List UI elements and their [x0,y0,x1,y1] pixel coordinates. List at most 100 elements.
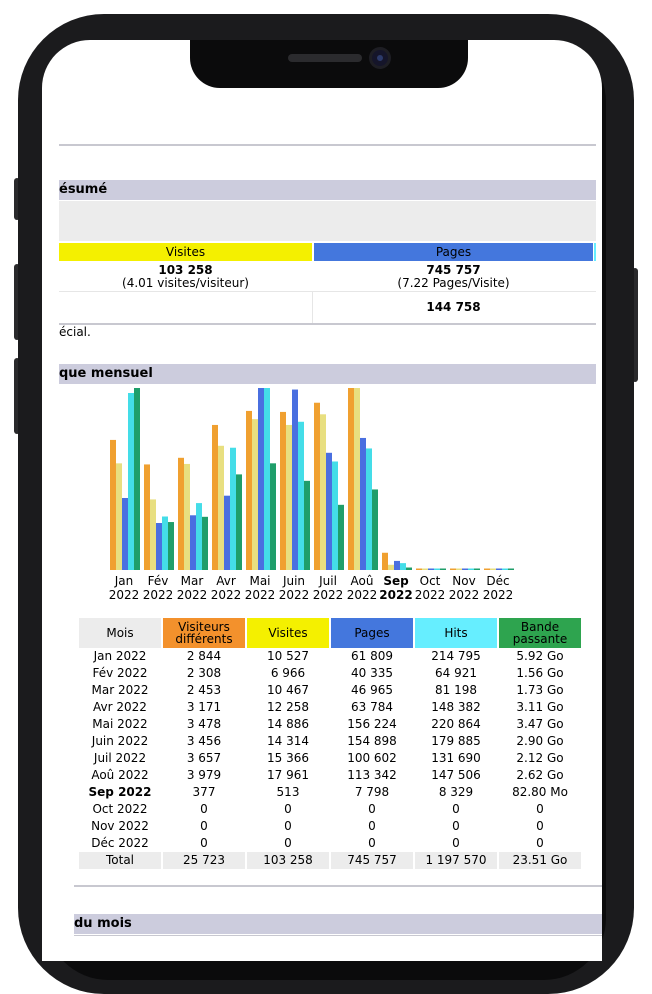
tick-label-year: 2022 [313,588,344,602]
bar-pages-fév [156,523,162,570]
summary-second-value: 144 758 [426,300,481,314]
bar-pages-sep [394,560,400,570]
row-visitors: 0 [200,819,208,833]
row-visits: 0 [284,836,292,850]
tick-label-month: Sep [383,574,409,588]
bar-visiteurs-différents-mar [178,457,184,570]
row-hits: 64 921 [435,666,477,680]
row-month: Déc 2022 [91,836,149,850]
row-pages: 61 809 [351,649,393,663]
row-hits: 179 885 [431,734,481,748]
bar-hits-aoû [366,448,372,570]
bar-visites-nov [456,568,462,570]
table-row: Aoû 2022 3 979 17 961 113 342 147 506 2.62 Go [79,767,581,784]
table-row: Avr 2022 3 171 12 258 63 784 148 382 3.11 Go [79,699,581,716]
row-pages: 40 335 [351,666,393,680]
row-month: Nov 2022 [91,819,149,833]
total-visitors: 25 723 [163,852,245,869]
pages-header: Pages [314,243,593,261]
row-month: Mai 2022 [92,717,148,731]
summary-pages-value: 745 757 [426,263,481,277]
bar-hits-nov [468,568,474,570]
summary-bottom-divider [59,323,596,325]
row-pages: 0 [368,819,376,833]
summary-filler-row [59,201,596,241]
bar-bande-passante-jan [134,388,140,570]
bar-bande-passante-mar [202,516,208,570]
tick-label-year: 2022 [347,588,378,602]
bar-bande-passante-aoû [372,489,378,570]
row-visitors: 3 456 [186,734,222,748]
total-month: Total [79,852,161,869]
table-row: Juin 2022 3 456 14 314 154 898 179 885 2.90 G… [79,733,581,750]
row-hits: 0 [452,836,460,850]
row-hits: 0 [452,802,460,816]
row-hits: 8 329 [438,785,474,799]
row-bandwidth: 0 [536,836,544,850]
hits-header-edge [594,243,596,261]
row-hits: 147 506 [431,768,481,782]
bar-hits-mar [196,503,202,570]
tick-label-year: 2022 [245,588,276,602]
bar-pages-aoû [360,437,366,570]
phone-volume-up [14,264,20,340]
row-month: Juin 2022 [91,734,149,748]
bar-visites-avr [218,445,224,570]
bar-visiteurs-différents-jan [110,439,116,570]
row-pages: 0 [368,836,376,850]
row-bandwidth: 3.47 Go [516,717,564,731]
bar-bande-passante-juin [304,480,310,570]
row-bandwidth: 3.11 Go [516,700,564,714]
tick-label-month: Jan [114,574,134,588]
month-days-divider [74,935,602,936]
row-visits: 0 [284,819,292,833]
row-visits: 14 886 [267,717,309,731]
phone-notch [190,40,468,88]
total-pages: 745 757 [331,852,413,869]
speaker-icon [288,54,362,62]
bar-bande-passante-sep [406,567,412,570]
row-pages: 7 798 [354,785,390,799]
bar-visites-fév [150,499,156,570]
bar-pages-déc [496,568,502,570]
bar-pages-juil [326,452,332,570]
monthly-table: Mois Visiteurs différents Visites Pages … [77,618,583,869]
bar-pages-mai [258,388,264,570]
bar-bande-passante-oct [440,568,446,570]
row-pages: 100 602 [347,751,397,765]
tick-label-year: 2022 [211,588,242,602]
table-row: Fév 2022 2 308 6 966 40 335 64 921 1.56 Go [79,665,581,682]
total-visits: 103 258 [247,852,329,869]
row-bandwidth: 5.92 Go [516,649,564,663]
row-hits: 148 382 [431,700,481,714]
row-visits: 513 [276,785,300,799]
tick-label-month: Fév [148,574,169,588]
tick-label-month: Oct [420,574,441,588]
row-visitors: 0 [200,836,208,850]
tick-label-year: 2022 [109,588,140,602]
bar-hits-fév [162,516,168,570]
bar-visites-oct [422,568,428,570]
row-month: Jan 2022 [93,649,147,663]
bar-visites-jan [116,463,122,570]
bar-visiteurs-différents-nov [450,568,456,570]
row-visits: 17 961 [267,768,309,782]
bar-bande-passante-juil [338,504,344,570]
bar-hits-sep [400,563,406,570]
bar-visites-déc [490,568,496,570]
table-row: Mar 2022 2 453 10 467 46 965 81 198 1.73 Go [79,682,581,699]
row-visitors: 3 171 [186,700,222,714]
summary-row-divider [59,291,596,292]
visits-header: Visites [59,243,312,261]
row-hits: 131 690 [431,751,481,765]
row-visitors: 3 657 [186,751,222,765]
bar-visiteurs-différents-fév [144,464,150,570]
bar-hits-mai [264,388,270,570]
row-visitors: 2 453 [186,683,222,697]
tick-label-month: Juin [282,574,305,588]
tick-label-year: 2022 [379,588,412,602]
tick-label-month: Juil [318,574,337,588]
phone-volume-down [14,358,20,434]
col-bandwidth: Bande passante [499,618,581,648]
front-camera-icon [372,50,388,66]
